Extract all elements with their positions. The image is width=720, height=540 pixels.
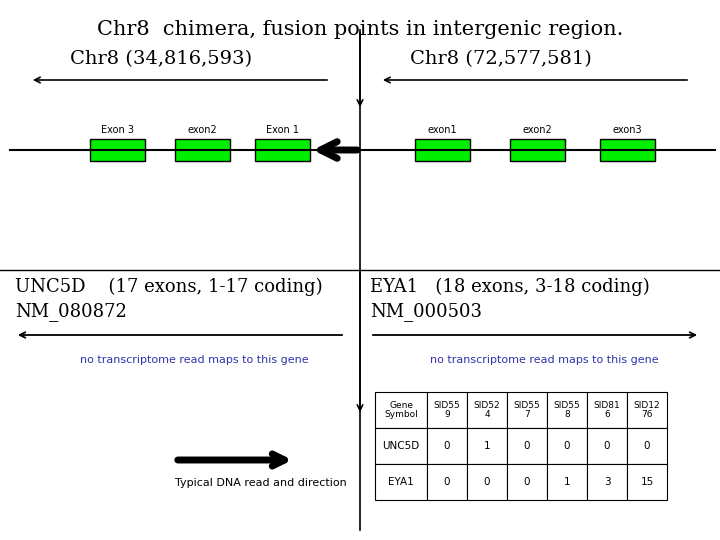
Bar [510,139,565,161]
Bar [375,392,427,428]
Bar [90,139,145,161]
Text: no transcriptome read maps to this gene: no transcriptome read maps to this gene [80,355,309,365]
Text: 0: 0 [523,441,530,451]
Bar [375,428,427,464]
Bar [415,139,470,161]
Text: Gene
Symbol: Gene Symbol [384,401,418,420]
Bar [547,428,587,464]
Text: 0: 0 [444,477,450,487]
Text: 0: 0 [484,477,490,487]
Text: SID12
76: SID12 76 [634,401,660,420]
Text: Chr8 (34,816,593): Chr8 (34,816,593) [70,50,252,68]
Text: Exon 3: Exon 3 [101,125,134,135]
Bar [587,392,627,428]
Text: 0: 0 [564,441,570,451]
Text: SID55
8: SID55 8 [554,401,580,420]
Bar [627,428,667,464]
Bar [600,139,655,161]
Text: Exon 1: Exon 1 [266,125,299,135]
Text: Typical DNA read and direction: Typical DNA read and direction [175,478,347,488]
Bar [507,464,547,500]
Text: 0: 0 [523,477,530,487]
Text: exon3: exon3 [613,125,642,135]
Text: EYA1: EYA1 [388,477,414,487]
Bar [467,392,507,428]
Bar [375,464,427,500]
Text: SID81
6: SID81 6 [593,401,621,420]
Bar [467,428,507,464]
Text: exon2: exon2 [188,125,217,135]
Text: NM_080872: NM_080872 [15,302,127,321]
Bar [547,392,587,428]
Text: 0: 0 [644,441,650,451]
Text: 1: 1 [564,477,570,487]
Text: 0: 0 [604,441,611,451]
Bar [587,464,627,500]
Bar [467,464,507,500]
Text: EYA1   (18 exons, 3-18 coding): EYA1 (18 exons, 3-18 coding) [370,278,649,296]
Bar [507,392,547,428]
Bar [507,428,547,464]
Text: SID52
4: SID52 4 [474,401,500,420]
Text: SID55
7: SID55 7 [513,401,541,420]
Text: 15: 15 [640,477,654,487]
Bar [427,464,467,500]
Text: exon1: exon1 [428,125,457,135]
Text: 0: 0 [444,441,450,451]
Text: SID55
9: SID55 9 [433,401,460,420]
Bar [427,428,467,464]
Text: exon2: exon2 [523,125,552,135]
Text: Chr8  chimera, fusion points in intergenic region.: Chr8 chimera, fusion points in intergeni… [96,20,624,39]
Text: no transcriptome read maps to this gene: no transcriptome read maps to this gene [430,355,659,365]
Bar [627,464,667,500]
Bar [627,392,667,428]
Text: NM_000503: NM_000503 [370,302,482,321]
Text: UNC5D    (17 exons, 1-17 coding): UNC5D (17 exons, 1-17 coding) [15,278,323,296]
Text: Chr8 (72,577,581): Chr8 (72,577,581) [410,50,592,68]
Bar [175,139,230,161]
Bar [547,464,587,500]
Text: 1: 1 [484,441,490,451]
Bar [587,428,627,464]
Bar [427,392,467,428]
Bar [255,139,310,161]
Text: UNC5D: UNC5D [382,441,420,451]
Text: 3: 3 [603,477,611,487]
